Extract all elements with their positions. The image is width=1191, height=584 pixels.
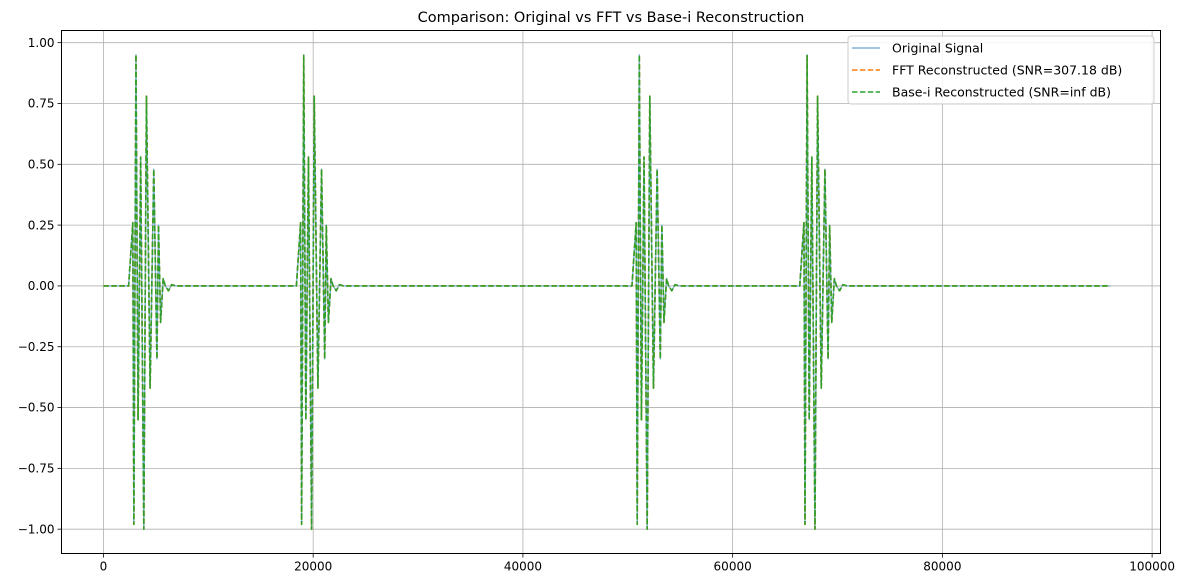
axis-ticks: 0 20000 40000 60000 80000 100000 1.00 0.75 0.50 0… [18, 36, 1175, 574]
series-base-i-reconstructed [103, 54, 1111, 530]
y-tick-label: 0.75 [28, 97, 55, 111]
y-tick-label: −0.50 [18, 401, 55, 415]
x-tick-label: 60000 [714, 560, 752, 574]
y-tick-label: −1.00 [18, 522, 55, 536]
legend: Original Signal FFT Reconstructed (SNR=3… [847, 35, 1155, 105]
y-tick-label: −0.75 [18, 462, 55, 476]
y-tick-label: −0.25 [18, 340, 55, 354]
x-tick-label: 0 [100, 560, 108, 574]
y-tick-label: 0.50 [28, 157, 55, 171]
y-tick-label: 0.25 [28, 218, 55, 232]
x-tick-label: 80000 [923, 560, 961, 574]
y-tick-label: 0.00 [28, 279, 55, 293]
x-tick-label: 40000 [504, 560, 542, 574]
legend-label-original: Original Signal [892, 41, 983, 56]
series-lines [103, 54, 1111, 530]
legend-label-base-i: Base-i Reconstructed (SNR=inf dB) [892, 85, 1111, 100]
plot-frame [61, 30, 1161, 554]
x-tick-label: 20000 [294, 560, 332, 574]
y-tick-label: 1.00 [28, 36, 55, 50]
chart-title: Comparison: Original vs FFT vs Base-i Re… [418, 10, 805, 26]
legend-label-fft: FFT Reconstructed (SNR=307.18 dB) [892, 63, 1122, 78]
x-tick-label: 100000 [1129, 560, 1175, 574]
legend-box [847, 35, 1155, 105]
